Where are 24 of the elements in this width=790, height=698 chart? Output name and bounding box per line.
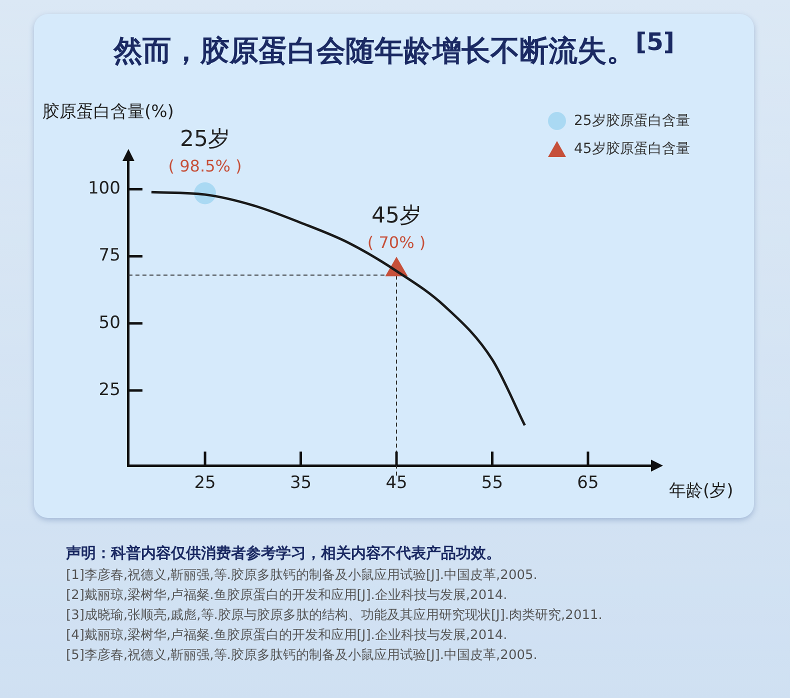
legend-label: 25岁胶原蛋白含量 xyxy=(574,112,690,130)
text: [2]戴丽琼,梁树华,卢福粲.鱼胶原蛋白的开发和应用[J].企业科技与发展,2014. xyxy=(66,587,508,605)
y-tick-label: 75 xyxy=(98,246,120,266)
y-tick-label: 100 xyxy=(88,178,120,199)
x-tick-label: 55 xyxy=(481,473,504,494)
chart-title: 然而，胶原蛋白会随年龄增长不断流失。$^{[5]}$ xyxy=(112,28,676,70)
text: [5]李彦春,祝德义,靳丽强,等.胶原多肽钙的制备及小鼠应用试验[J].中国皮革,2005. xyxy=(66,647,538,665)
text: [1]李彦春,祝德义,靳丽强,等.胶原多肽钙的制备及小鼠应用试验[J].中国皮革,2005. xyxy=(66,567,538,585)
data-label: ( 98.5% ) xyxy=(168,156,242,176)
text: [3]成晓瑜,张顺亮,戚彪,等.胶原与胶原多肽的结构、功能及其应用研究现状[J].肉类研究,2011. xyxy=(66,607,604,625)
legend-label: 45岁胶原蛋白含量 xyxy=(574,140,690,158)
data-label: ( 70% ) xyxy=(367,232,426,252)
annotation: 25岁 xyxy=(180,126,230,152)
text: [4]戴丽琼,梁树华,卢福粲.鱼胶原蛋白的开发和应用[J].企业科技与发展,2014. xyxy=(66,627,508,645)
x-axis-title: 年龄(岁) xyxy=(669,481,734,502)
x-tick-label: 25 xyxy=(194,473,216,494)
x-tick-label: 35 xyxy=(290,473,312,494)
y-axis-title: 胶原蛋白含量(%) xyxy=(42,102,174,122)
x-tick-label: 45 xyxy=(386,473,408,494)
x-tick-label: 65 xyxy=(577,473,599,494)
text: 声明：科普内容仅供消费者参考学习，相关内容不代表产品功效。 xyxy=(66,544,502,563)
annotation: 45岁 xyxy=(372,203,422,228)
y-tick-label: 25 xyxy=(98,380,120,400)
y-tick-label: 50 xyxy=(98,312,120,333)
